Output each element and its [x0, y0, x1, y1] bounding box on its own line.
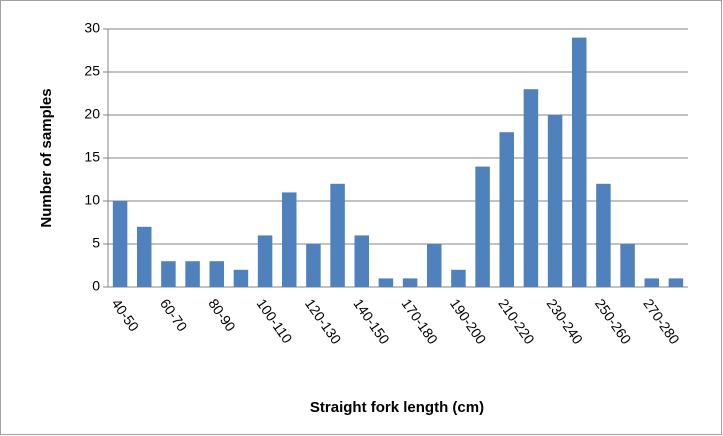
y-tick-label: 20: [84, 106, 100, 122]
bar: [161, 261, 176, 287]
bar: [668, 278, 684, 287]
bar: [257, 235, 273, 287]
bar: [378, 278, 394, 287]
bar: [475, 166, 490, 287]
y-tick-label: 5: [92, 235, 100, 251]
bar: [330, 183, 345, 287]
x-axis-title: Straight fork length (cm): [310, 399, 484, 416]
bar: [233, 269, 249, 287]
bar: [523, 89, 539, 287]
bar: [137, 226, 152, 287]
y-tick-label: 10: [84, 192, 100, 208]
y-tick-label: 15: [84, 149, 100, 165]
bar: [547, 115, 563, 287]
bar: [185, 261, 200, 287]
bar: [572, 37, 587, 287]
y-tick-label: 25: [84, 63, 100, 79]
bar: [209, 261, 224, 287]
y-tick-label: 0: [92, 278, 100, 294]
bar: [451, 269, 466, 287]
bar: [402, 278, 418, 287]
y-axis-title: Number of samples: [38, 88, 55, 227]
bar: [427, 244, 442, 287]
bar: [499, 132, 514, 287]
bar: [620, 244, 635, 287]
bar: [282, 192, 297, 287]
bar: [306, 244, 321, 287]
bar: [644, 278, 659, 287]
bar: [596, 183, 611, 287]
bar: [354, 235, 369, 287]
y-tick-label: 30: [84, 20, 100, 36]
bar: [112, 201, 128, 287]
